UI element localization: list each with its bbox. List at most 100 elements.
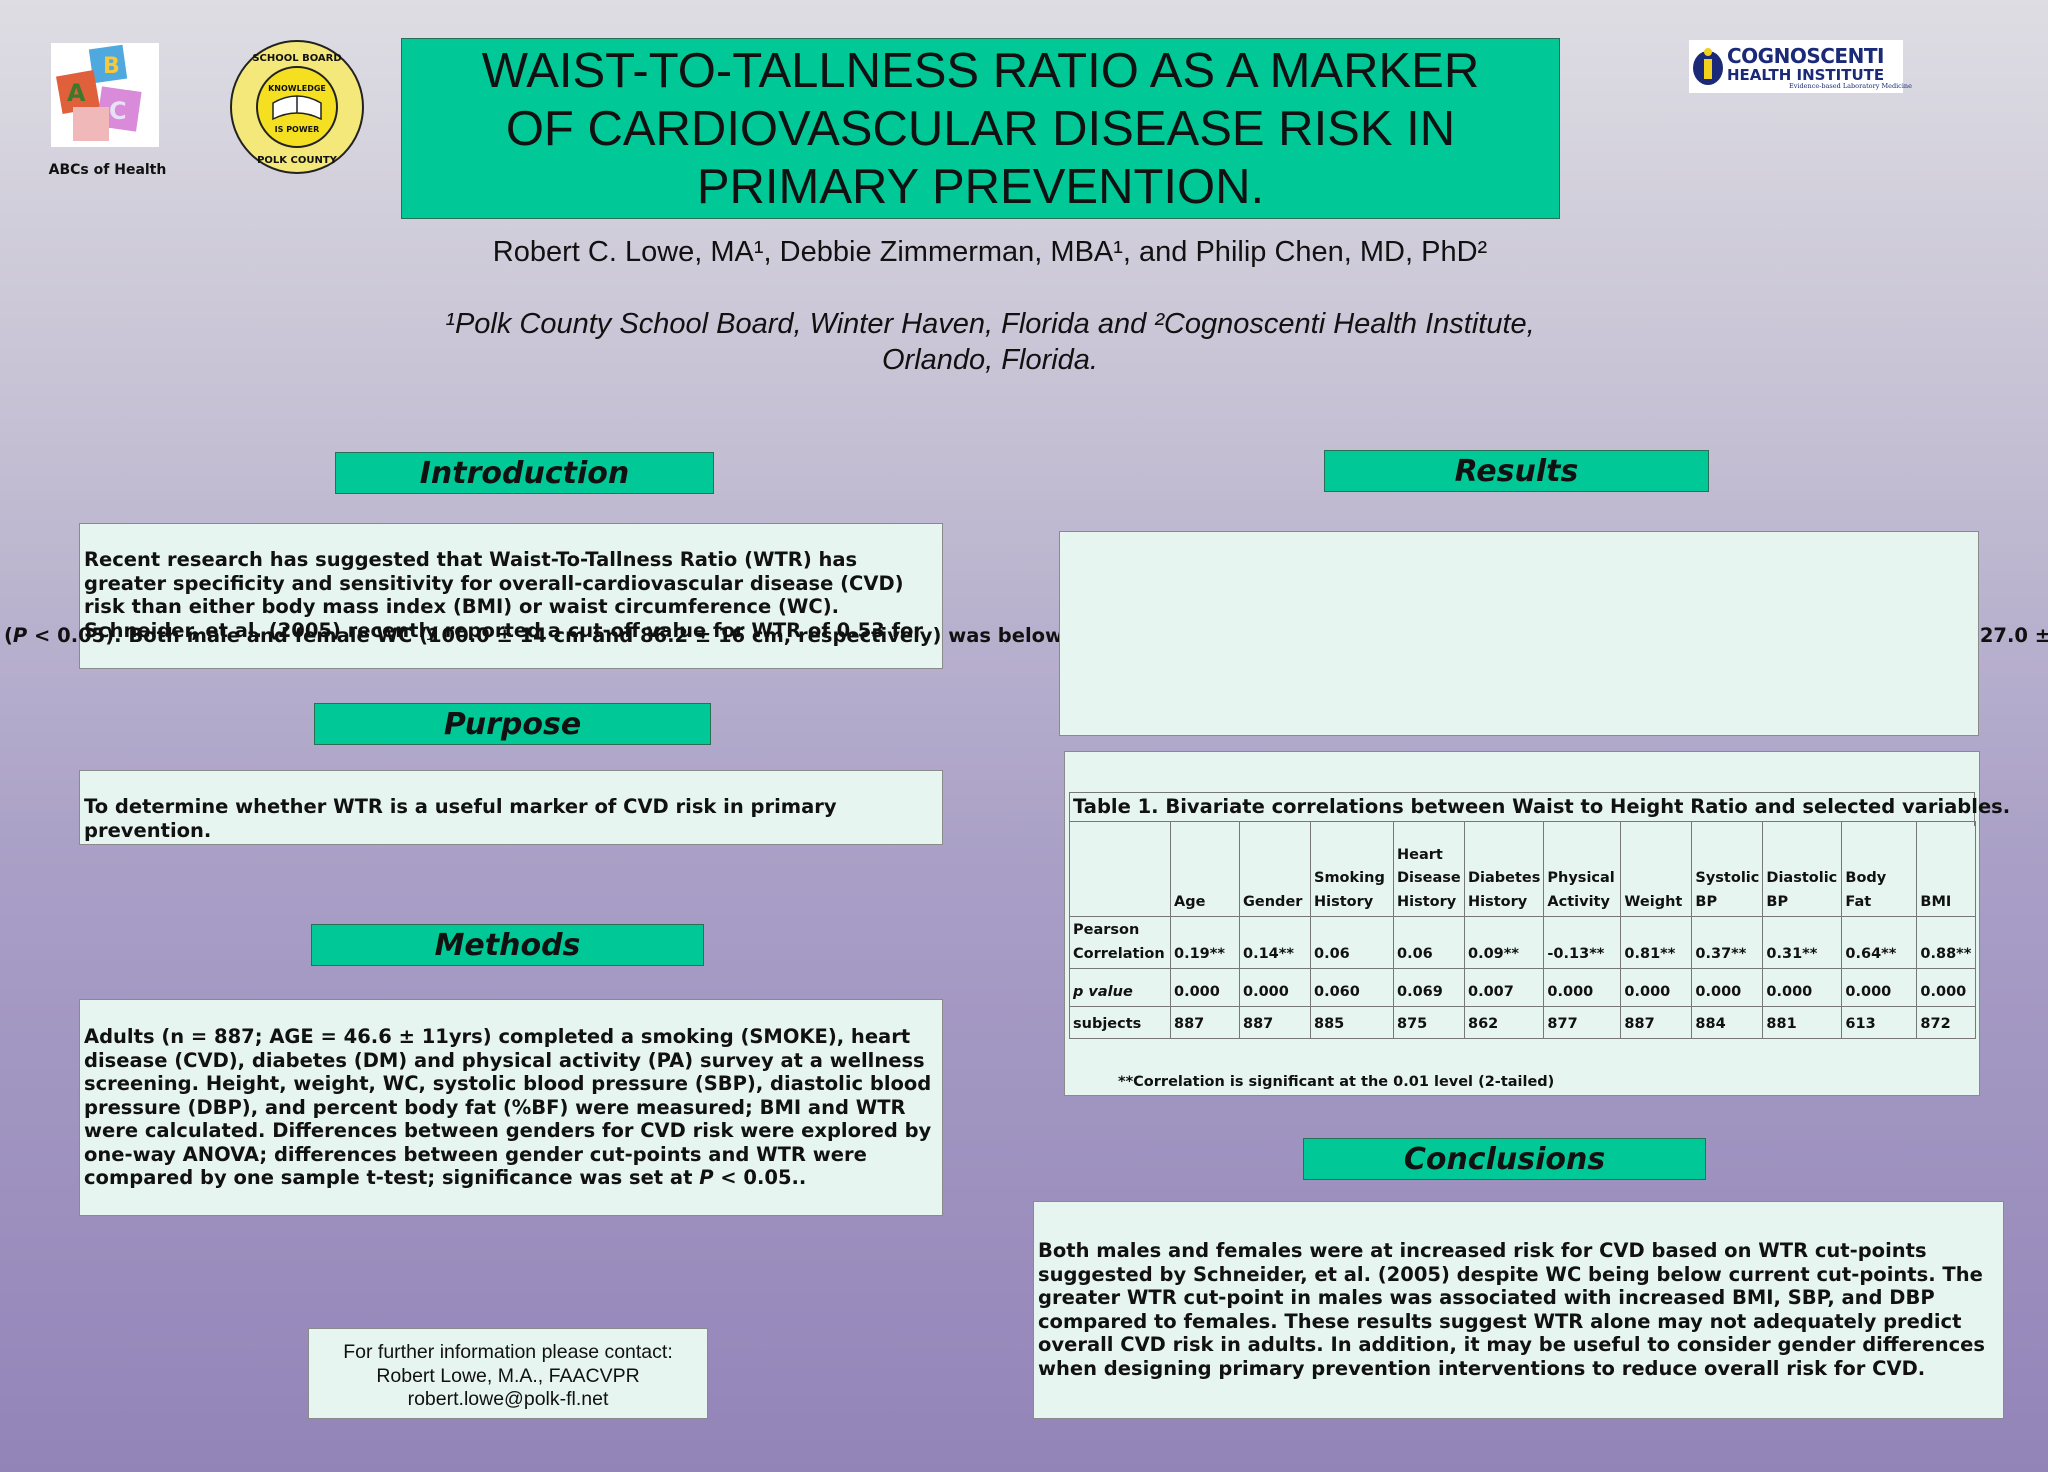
table1-row-p-value: p value 0.000 0.000 0.060 0.069 0.007 0.…: [1069, 968, 1976, 1007]
table1-cell: 0.06: [1310, 916, 1394, 969]
svg-text:KNOWLEDGE: KNOWLEDGE: [268, 84, 326, 93]
abcs-caption: ABCs of Health: [48, 162, 167, 178]
svg-text:IS POWER: IS POWER: [275, 125, 320, 134]
table1-row-label: subjects: [1069, 1006, 1171, 1039]
table1-cell: 872: [1916, 1006, 1976, 1039]
seal-icon: KNOWLEDGE IS POWER SCHOOL BOARD POLK COU…: [230, 40, 364, 174]
table1-footnote: **Correlation is significant at the 0.01…: [1118, 1074, 1555, 1090]
methods-heading: Methods: [311, 924, 704, 966]
table1-row-subjects: subjects 887 887 885 875 862 877 887 884…: [1069, 1006, 1976, 1039]
results-heading: Results: [1324, 450, 1709, 492]
contact-line-1: For further information please contact:: [343, 1341, 673, 1363]
purpose-text: To determine whether WTR is a useful mar…: [84, 795, 837, 842]
table1-caption: Table 1. Bivariate correlations between …: [1073, 795, 2011, 818]
table1-cell: 0.069: [1393, 968, 1465, 1007]
results-overflow-p: P: [12, 624, 28, 647]
methods-panel: Adults (n = 887; AGE = 46.6 ± 11yrs) com…: [79, 999, 943, 1216]
table1-cell: 0.81**: [1620, 916, 1693, 969]
table1-cell: 885: [1310, 1006, 1394, 1039]
methods-text-end: < 0.05..: [720, 1166, 807, 1189]
table1-cell: 884: [1691, 1006, 1764, 1039]
poster-title: WAIST-TO-TALLNESS RATIO AS A MARKER OF C…: [401, 38, 1560, 219]
table1-cell: 862: [1463, 1006, 1545, 1039]
contact-email[interactable]: robert.lowe@polk-fl.net: [407, 1388, 609, 1410]
table1-cell: 0.37**: [1691, 916, 1764, 969]
methods-p-symbol: P: [699, 1166, 714, 1189]
table1-col-header: BMI: [1916, 821, 1976, 917]
table1-header-row: Age Gender Smoking History Heart Disease…: [1069, 821, 1976, 917]
table1-cell: 0.000: [1762, 968, 1843, 1007]
table1-cell: 0.007: [1463, 968, 1545, 1007]
table1-panel: Table 1. Bivariate correlations between …: [1064, 751, 2010, 1096]
purpose-heading-text: Purpose: [443, 706, 582, 742]
table1-col-header: Systolic BP: [1691, 821, 1764, 917]
cognoscenti-logo: COGNOSCENTI HEALTH INSTITUTE Evidence-ba…: [1689, 40, 1912, 93]
table1-col-header: Diastolic BP: [1762, 821, 1843, 917]
abc-blocks-icon: B A C: [55, 44, 142, 141]
table1-col-header: Age: [1170, 821, 1240, 917]
conclusions-heading: Conclusions: [1303, 1138, 1706, 1180]
introduction-panel: Recent research has suggested that Waist…: [79, 523, 943, 669]
table1-cell: -0.13**: [1543, 916, 1622, 969]
table1-cell: 0.88**: [1916, 916, 1976, 969]
affiliations: ¹Polk County School Board, Winter Haven,…: [445, 308, 1535, 376]
table1-cell: 0.000: [1916, 968, 1976, 1007]
table1-cell: 887: [1239, 1006, 1311, 1039]
table1-cell: 887: [1620, 1006, 1693, 1039]
purpose-heading: Purpose: [314, 703, 711, 745]
methods-text: Adults (n = 887; AGE = 46.6 ± 11yrs) com…: [84, 1025, 932, 1189]
cognoscenti-mark-icon: [1693, 48, 1723, 85]
svg-text:SCHOOL BOARD: SCHOOL BOARD: [252, 53, 341, 64]
table1-row-label: p value: [1069, 968, 1171, 1007]
svg-text:POLK COUNTY: POLK COUNTY: [257, 155, 338, 166]
table1-cell: 877: [1543, 1006, 1622, 1039]
table1-cell: 0.000: [1170, 968, 1240, 1007]
table1-cell: 0.000: [1620, 968, 1693, 1007]
abc-block-a: A: [67, 79, 86, 107]
table1-cell: 887: [1170, 1006, 1240, 1039]
table1-cell: 0.000: [1841, 968, 1918, 1007]
table1-cell: 0.060: [1310, 968, 1394, 1007]
conclusions-text: Both males and females were at increased…: [1038, 1239, 1985, 1380]
table1-cell: 0.000: [1691, 968, 1764, 1007]
table1-cell: 0.000: [1239, 968, 1311, 1007]
table1-col-header: Gender: [1239, 821, 1311, 917]
contact-box: For further information please contact: …: [308, 1328, 708, 1419]
table1: Age Gender Smoking History Heart Disease…: [1069, 821, 1976, 1039]
table1-col-header: Body Fat: [1841, 821, 1918, 917]
table1-cell: 613: [1841, 1006, 1918, 1039]
cognoscenti-subname: HEALTH INSTITUTE: [1727, 66, 1885, 84]
results-heading-text: Results: [1454, 453, 1579, 489]
poster-title-text: WAIST-TO-TALLNESS RATIO AS A MARKER OF C…: [481, 43, 1480, 214]
table1-cell: 0.14**: [1239, 916, 1311, 969]
table1-row-pearson: Pearson Correlation 0.19** 0.14** 0.06 0…: [1069, 916, 1976, 969]
abc-block-b: B: [103, 54, 120, 79]
table1-col-header: Heart Disease History: [1393, 821, 1465, 917]
abcs-logo: B A C: [51, 43, 159, 147]
table1-cell: 0.000: [1543, 968, 1622, 1007]
table1-frame: [1069, 792, 1975, 826]
school-board-seal: KNOWLEDGE IS POWER SCHOOL BOARD POLK COU…: [229, 39, 365, 175]
table1-cell: 0.06: [1393, 916, 1465, 969]
introduction-heading: Introduction: [335, 452, 714, 494]
methods-heading-text: Methods: [434, 927, 581, 963]
methods-body: Adults (n = 887; AGE = 46.6 ± 11yrs) com…: [84, 1025, 938, 1190]
table1-cell: 875: [1393, 1006, 1465, 1039]
conclusions-heading-text: Conclusions: [1403, 1141, 1606, 1177]
abc-block-c: C: [109, 97, 127, 125]
introduction-text: Recent research has suggested that Waist…: [84, 548, 923, 640]
table1-row-label: Pearson Correlation: [1069, 916, 1171, 969]
purpose-panel: To determine whether WTR is a useful mar…: [79, 770, 943, 845]
table1-col-header: Smoking History: [1310, 821, 1394, 917]
authors: Robert C. Lowe, MA¹, Debbie Zimmerman, M…: [492, 236, 1488, 268]
table1-cell: 0.31**: [1762, 916, 1843, 969]
table1-col-header: Physical Activity: [1543, 821, 1622, 917]
table1-col-header: Diabetes History: [1463, 821, 1545, 917]
results-panel: [1059, 531, 1979, 736]
introduction-heading-text: Introduction: [419, 455, 630, 491]
contact-line-2: Robert Lowe, M.A., FAACVPR: [376, 1364, 640, 1387]
table1-corner-cell: [1069, 821, 1171, 917]
cognoscenti-name: COGNOSCENTI: [1727, 44, 1884, 68]
table1-col-header: Weight: [1620, 821, 1693, 917]
table1-cell: 0.19**: [1170, 916, 1240, 969]
